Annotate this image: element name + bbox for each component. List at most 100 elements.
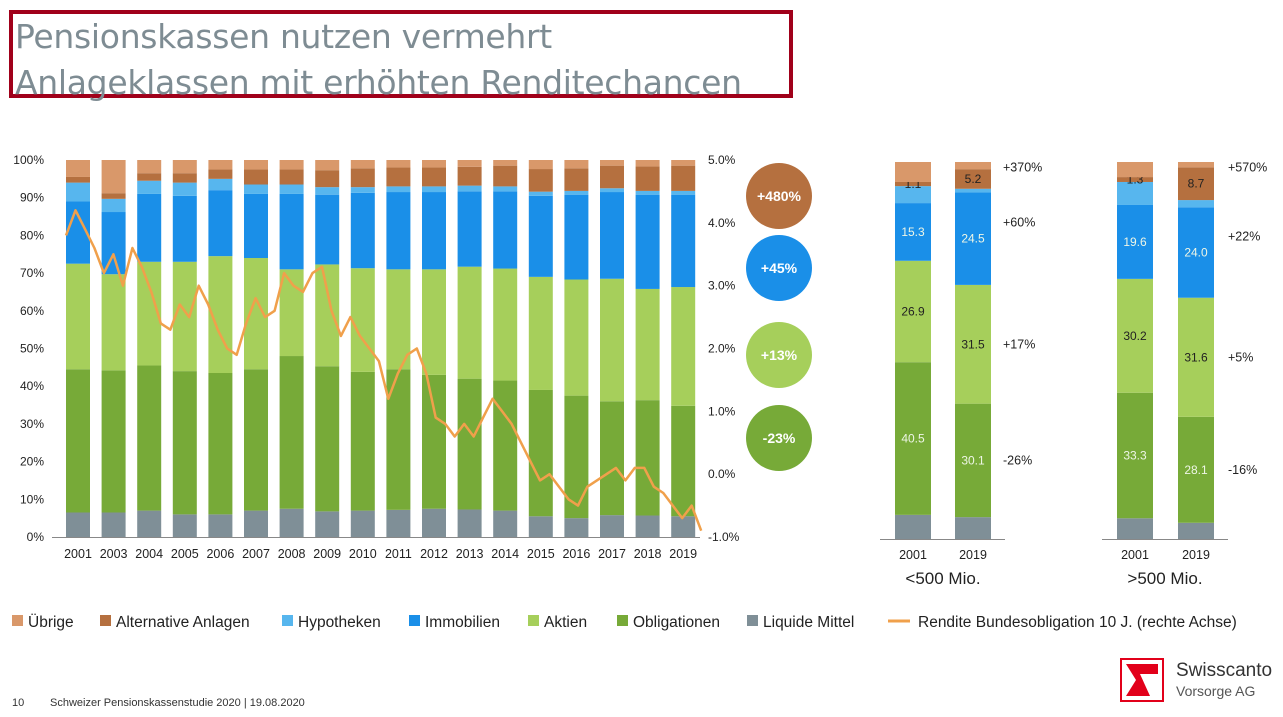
bar-segment-aktien bbox=[101, 274, 126, 371]
bar-segment-liquide-mittel bbox=[671, 516, 696, 537]
bar-segment-immobilien bbox=[457, 191, 482, 267]
segment-value-label: 15.3 bbox=[901, 225, 925, 239]
right-axis-tick-label: 2.0% bbox=[708, 342, 736, 356]
x-axis-tick-label: 2005 bbox=[171, 547, 199, 561]
change-badge-label: -23% bbox=[763, 430, 796, 446]
bar-segment-hypotheken bbox=[208, 178, 233, 191]
bar-segment-aktien bbox=[422, 269, 446, 375]
bar-segment-brige bbox=[101, 160, 126, 194]
change-badge-label: +13% bbox=[761, 347, 798, 363]
left-axis-tick-label: 70% bbox=[20, 266, 44, 280]
bar-segment-obligationen bbox=[66, 369, 90, 513]
change-label: -16% bbox=[1228, 463, 1257, 477]
bar-segment-alternative-anlagen bbox=[101, 193, 126, 199]
segment-value-label: 30.1 bbox=[961, 453, 985, 467]
bar-segment-hypotheken bbox=[172, 182, 197, 196]
swisscanto-logo: Swisscanto Vorsorge AG bbox=[1120, 658, 1272, 702]
right-axis-tick-label: 1.0% bbox=[708, 404, 736, 418]
small-bar-segment-aktien bbox=[1178, 297, 1214, 417]
bar-segment-liquide-mittel bbox=[600, 515, 624, 537]
right-axis-tick-label: 4.0% bbox=[708, 216, 736, 230]
bar-segment-immobilien bbox=[279, 193, 304, 270]
change-label: +370% bbox=[1003, 161, 1042, 175]
bar-segment-liquide-mittel bbox=[244, 510, 268, 537]
bar-segment-alternative-anlagen bbox=[350, 168, 375, 188]
small-bar-segment-obligationen bbox=[1178, 416, 1214, 523]
small-bar-segment-brige bbox=[1178, 162, 1214, 168]
segment-value-label: 8.7 bbox=[1188, 177, 1205, 191]
bar-segment-aktien bbox=[315, 264, 340, 367]
page-title: Pensionskassen nutzen vermehrt Anlagekla… bbox=[15, 17, 742, 102]
bar-segment-brige bbox=[564, 160, 589, 169]
bar-segment-hypotheken bbox=[137, 180, 162, 194]
bar-segment-aktien bbox=[172, 261, 197, 372]
bar-segment-alternative-anlagen bbox=[208, 169, 233, 179]
x-axis-tick-label: 2018 bbox=[634, 547, 662, 561]
small-bar-segment-alternative-anlagen bbox=[895, 181, 931, 187]
x-axis-tick-label: 2010 bbox=[349, 547, 377, 561]
bar-segment-obligationen bbox=[457, 378, 482, 510]
change-badge bbox=[746, 163, 812, 229]
change-badge-label: +45% bbox=[761, 260, 798, 276]
small-bar-segment-obligationen bbox=[895, 362, 931, 515]
x-axis-tick-label: 2007 bbox=[242, 547, 270, 561]
small-bar-segment-obligationen bbox=[1117, 392, 1153, 519]
bar-segment-brige bbox=[457, 160, 482, 167]
bar-segment-hypotheken bbox=[279, 184, 304, 194]
bar-segment-brige bbox=[279, 160, 304, 170]
bar-segment-liquide-mittel bbox=[208, 514, 233, 537]
segment-value-label: 24.5 bbox=[961, 232, 985, 246]
left-axis-tick-label: 0% bbox=[27, 530, 45, 544]
legend-swatch bbox=[100, 615, 111, 626]
left-axis-tick-label: 20% bbox=[20, 455, 44, 469]
small-x-tick-label: 2019 bbox=[1182, 548, 1210, 562]
bar-segment-obligationen bbox=[386, 369, 411, 510]
small-bar-segment-immobilien bbox=[1117, 204, 1153, 279]
legend-swatch bbox=[282, 615, 293, 626]
bar-segment-obligationen bbox=[279, 356, 304, 509]
change-badge-label: +480% bbox=[757, 188, 802, 204]
x-axis-tick-label: 2017 bbox=[598, 547, 626, 561]
bar-segment-alternative-anlagen bbox=[600, 165, 624, 189]
bar-segment-aktien bbox=[66, 263, 90, 370]
bar-segment-liquide-mittel bbox=[137, 510, 162, 537]
bar-segment-hypotheken bbox=[528, 191, 553, 196]
bar-segment-aktien bbox=[600, 278, 624, 402]
legend-label: Aktien bbox=[544, 614, 587, 631]
bar-segment-hypotheken bbox=[422, 186, 446, 193]
bar-segment-brige bbox=[600, 160, 624, 166]
bar-segment-hypotheken bbox=[600, 188, 624, 193]
bar-segment-liquide-mittel bbox=[66, 512, 90, 537]
segment-value-label: 5.2 bbox=[965, 172, 982, 186]
left-axis-tick-label: 100% bbox=[13, 153, 44, 167]
small-bar-segment-hypotheken bbox=[1178, 200, 1214, 208]
bar-segment-obligationen bbox=[244, 369, 268, 511]
bar-segment-liquide-mittel bbox=[635, 515, 660, 537]
x-axis-tick-label: 2014 bbox=[491, 547, 519, 561]
change-badge bbox=[746, 405, 812, 471]
right-axis-tick-label: 3.0% bbox=[708, 279, 736, 293]
left-axis-tick-label: 10% bbox=[20, 492, 44, 506]
x-axis-tick-label: 2013 bbox=[456, 547, 484, 561]
x-axis-tick-label: 2015 bbox=[527, 547, 555, 561]
bar-segment-liquide-mittel bbox=[315, 511, 340, 537]
bar-segment-obligationen bbox=[208, 373, 233, 515]
bar-segment-brige bbox=[208, 160, 233, 170]
segment-value-label: 31.5 bbox=[961, 337, 985, 351]
change-badge bbox=[746, 322, 812, 388]
segment-value-label: 40.5 bbox=[901, 432, 925, 446]
bar-segment-alternative-anlagen bbox=[137, 173, 162, 181]
segment-value-label: 31.6 bbox=[1184, 350, 1208, 364]
bar-segment-obligationen bbox=[137, 365, 162, 511]
bar-segment-alternative-anlagen bbox=[66, 176, 90, 183]
yield-line bbox=[64, 209, 703, 532]
change-label: -26% bbox=[1003, 453, 1032, 467]
bar-segment-liquide-mittel bbox=[279, 508, 304, 537]
x-axis-tick-label: 2004 bbox=[135, 547, 163, 561]
legend-label: Übrige bbox=[28, 613, 74, 631]
legend-swatch bbox=[12, 615, 23, 626]
bar-segment-brige bbox=[671, 160, 696, 166]
bar-segment-hypotheken bbox=[350, 187, 375, 193]
bar-segment-brige bbox=[350, 160, 375, 169]
x-axis-tick-label: 2006 bbox=[206, 547, 234, 561]
